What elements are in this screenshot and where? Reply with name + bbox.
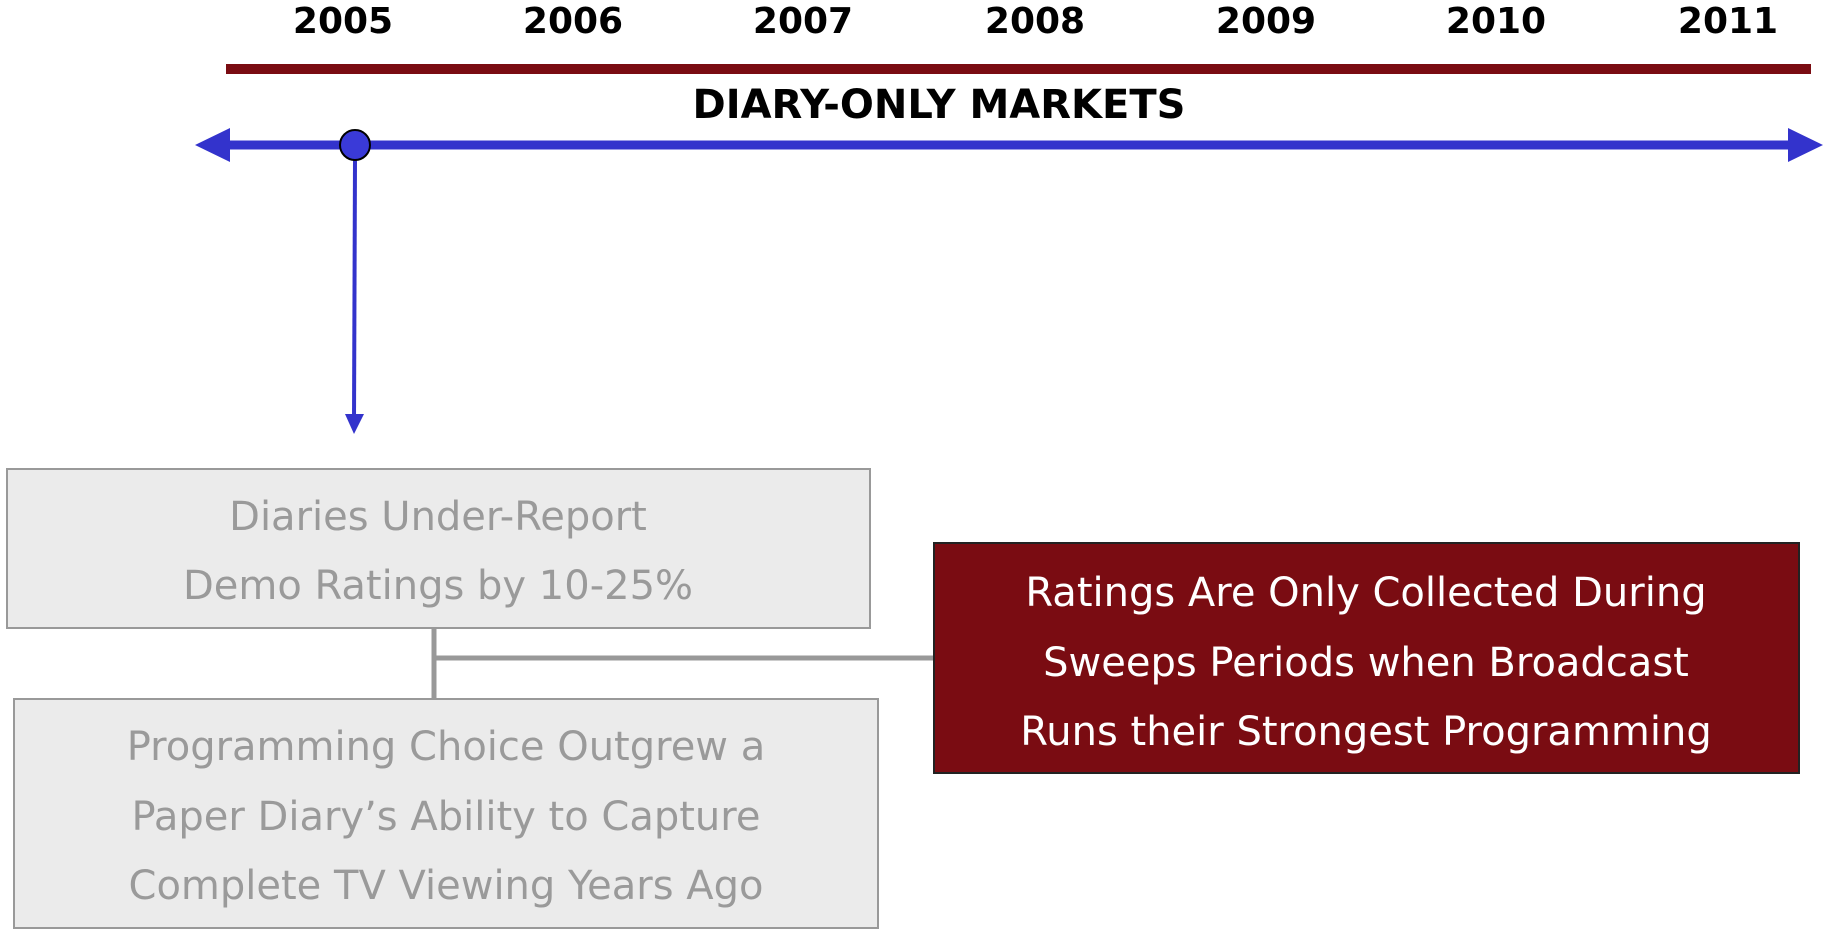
year-label: 2005	[293, 1, 393, 42]
year-label: 2007	[753, 1, 853, 42]
box-text: Runs their Strongest Programming	[1020, 709, 1711, 755]
year-label: 2010	[1446, 1, 1546, 42]
year-label: 2011	[1678, 1, 1778, 42]
arrow-right	[1788, 128, 1823, 162]
box	[6, 468, 871, 629]
period-label: DIARY-ONLY MARKETS	[693, 82, 1186, 128]
box-text: Diaries Under-Report	[229, 494, 647, 540]
box-text: Programming Choice Outgrew a	[127, 724, 766, 770]
box-text: Paper Diary’s Ability to Capture	[132, 794, 761, 840]
year-label: 2006	[523, 1, 623, 42]
box-highlight	[933, 542, 1800, 774]
arrow-left	[195, 128, 230, 162]
event-marker	[339, 129, 371, 161]
pointer-arrow	[345, 414, 364, 434]
box-text: Ratings Are Only Collected During	[1025, 570, 1706, 616]
box-text: Sweeps Periods when Broadcast	[1043, 640, 1689, 686]
pointer-line	[352, 159, 357, 421]
year-label: 2008	[985, 1, 1085, 42]
box	[13, 698, 879, 929]
period-bar	[226, 64, 1811, 74]
year-label: 2009	[1216, 1, 1316, 42]
box-text: Complete TV Viewing Years Ago	[129, 863, 764, 909]
box-text: Demo Ratings by 10-25%	[183, 563, 693, 609]
